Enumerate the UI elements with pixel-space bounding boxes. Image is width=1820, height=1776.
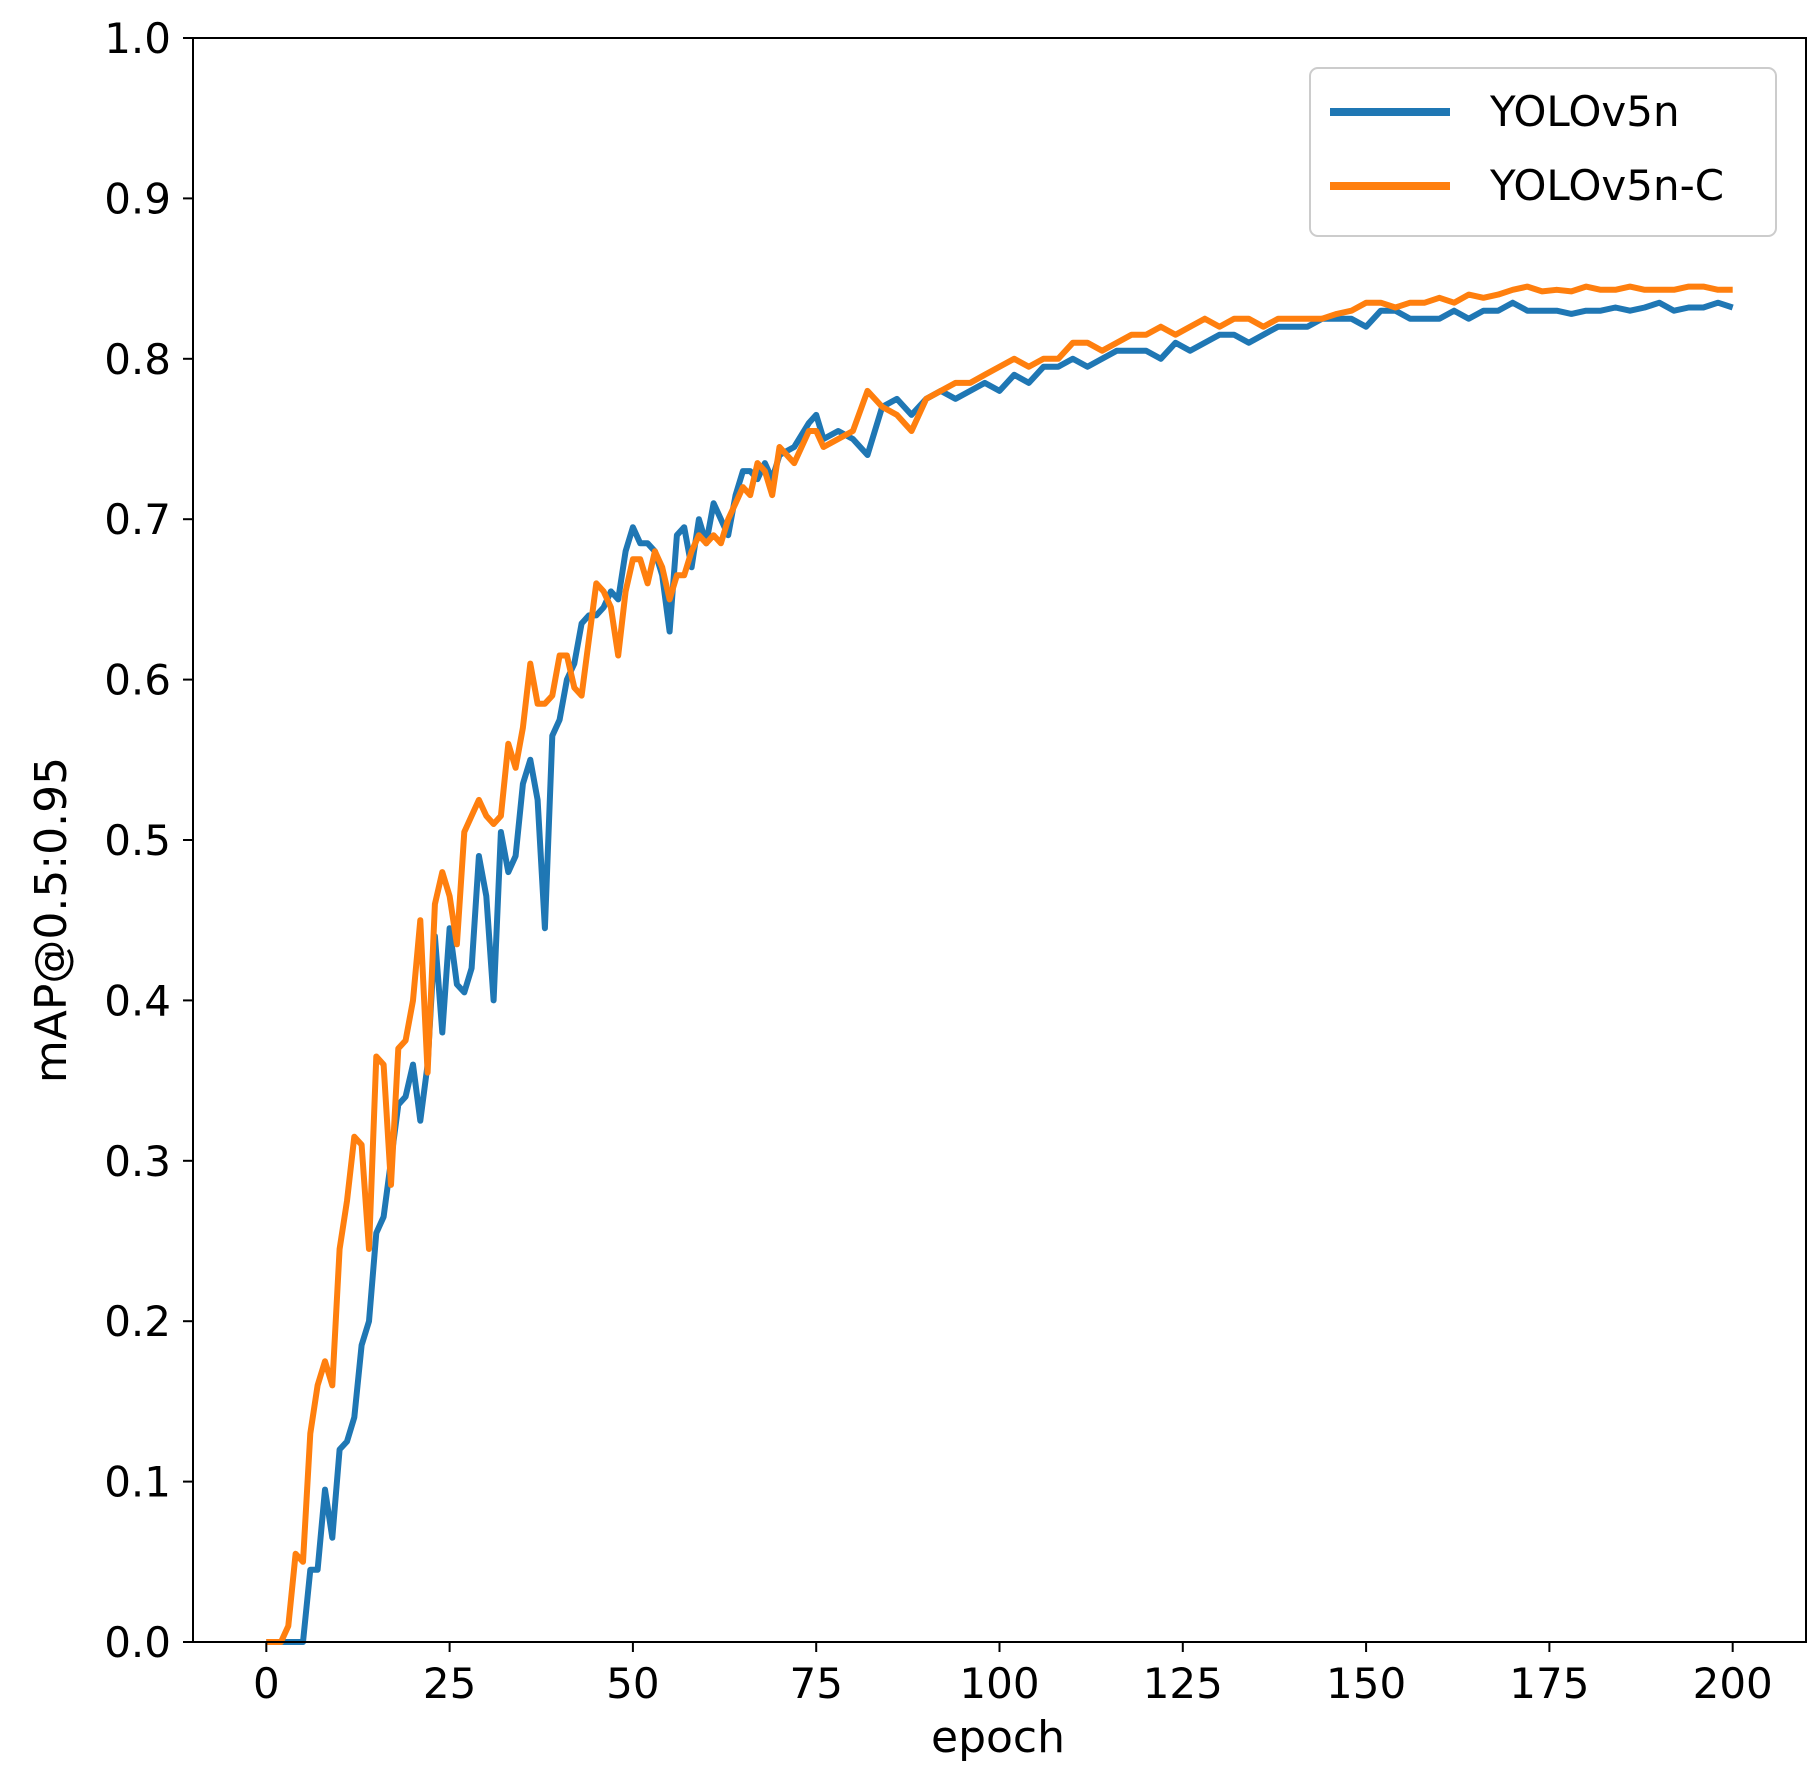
x-tick-label: 0 <box>253 1659 280 1708</box>
y-tick-label: 0.7 <box>104 495 171 544</box>
x-tick-label: 75 <box>789 1659 842 1708</box>
y-tick-label: 0.9 <box>104 174 171 223</box>
x-tick-label: 125 <box>1143 1659 1223 1708</box>
x-tick-label: 150 <box>1326 1659 1406 1708</box>
y-tick-label: 0.5 <box>104 816 171 865</box>
legend-label-yolov5n-c: YOLOv5n-C <box>1489 161 1724 210</box>
y-tick-label: 0.8 <box>104 335 171 384</box>
series-line-yolov5n-c <box>266 283 1733 1645</box>
series-line-yolov5n <box>266 299 1734 1645</box>
x-tick-label: 200 <box>1693 1659 1773 1708</box>
plot-area <box>192 37 1807 1645</box>
x-tick-label: 175 <box>1509 1659 1589 1708</box>
y-axis-label: mAP@0.5:0.95 <box>26 757 77 1083</box>
x-tick-label: 50 <box>606 1659 659 1708</box>
plot-frame <box>192 37 1807 1643</box>
x-axis-label: epoch <box>931 1712 1065 1763</box>
y-tick-label: 0.2 <box>104 1297 171 1346</box>
y-tick-label: 0.6 <box>104 656 171 705</box>
y-tick-label: 0.1 <box>104 1458 171 1507</box>
y-tick-label: 0.0 <box>104 1618 171 1667</box>
x-axis-ticks: 0 25 50 75 100 125 150 175 200 <box>253 1642 1773 1708</box>
x-tick-label: 25 <box>423 1659 476 1708</box>
y-axis-ticks: 0.0 0.1 0.2 0.3 0.4 0.5 0.6 0.7 0.8 0.9 1.0 <box>104 14 193 1667</box>
y-tick-label: 0.4 <box>104 976 171 1025</box>
x-tick-label: 100 <box>959 1659 1039 1708</box>
legend-label-yolov5n: YOLOv5n <box>1489 87 1680 136</box>
y-tick-label: 0.3 <box>104 1137 171 1186</box>
legend: YOLOv5n YOLOv5n-C <box>1309 67 1777 237</box>
y-tick-label: 1.0 <box>104 14 171 63</box>
